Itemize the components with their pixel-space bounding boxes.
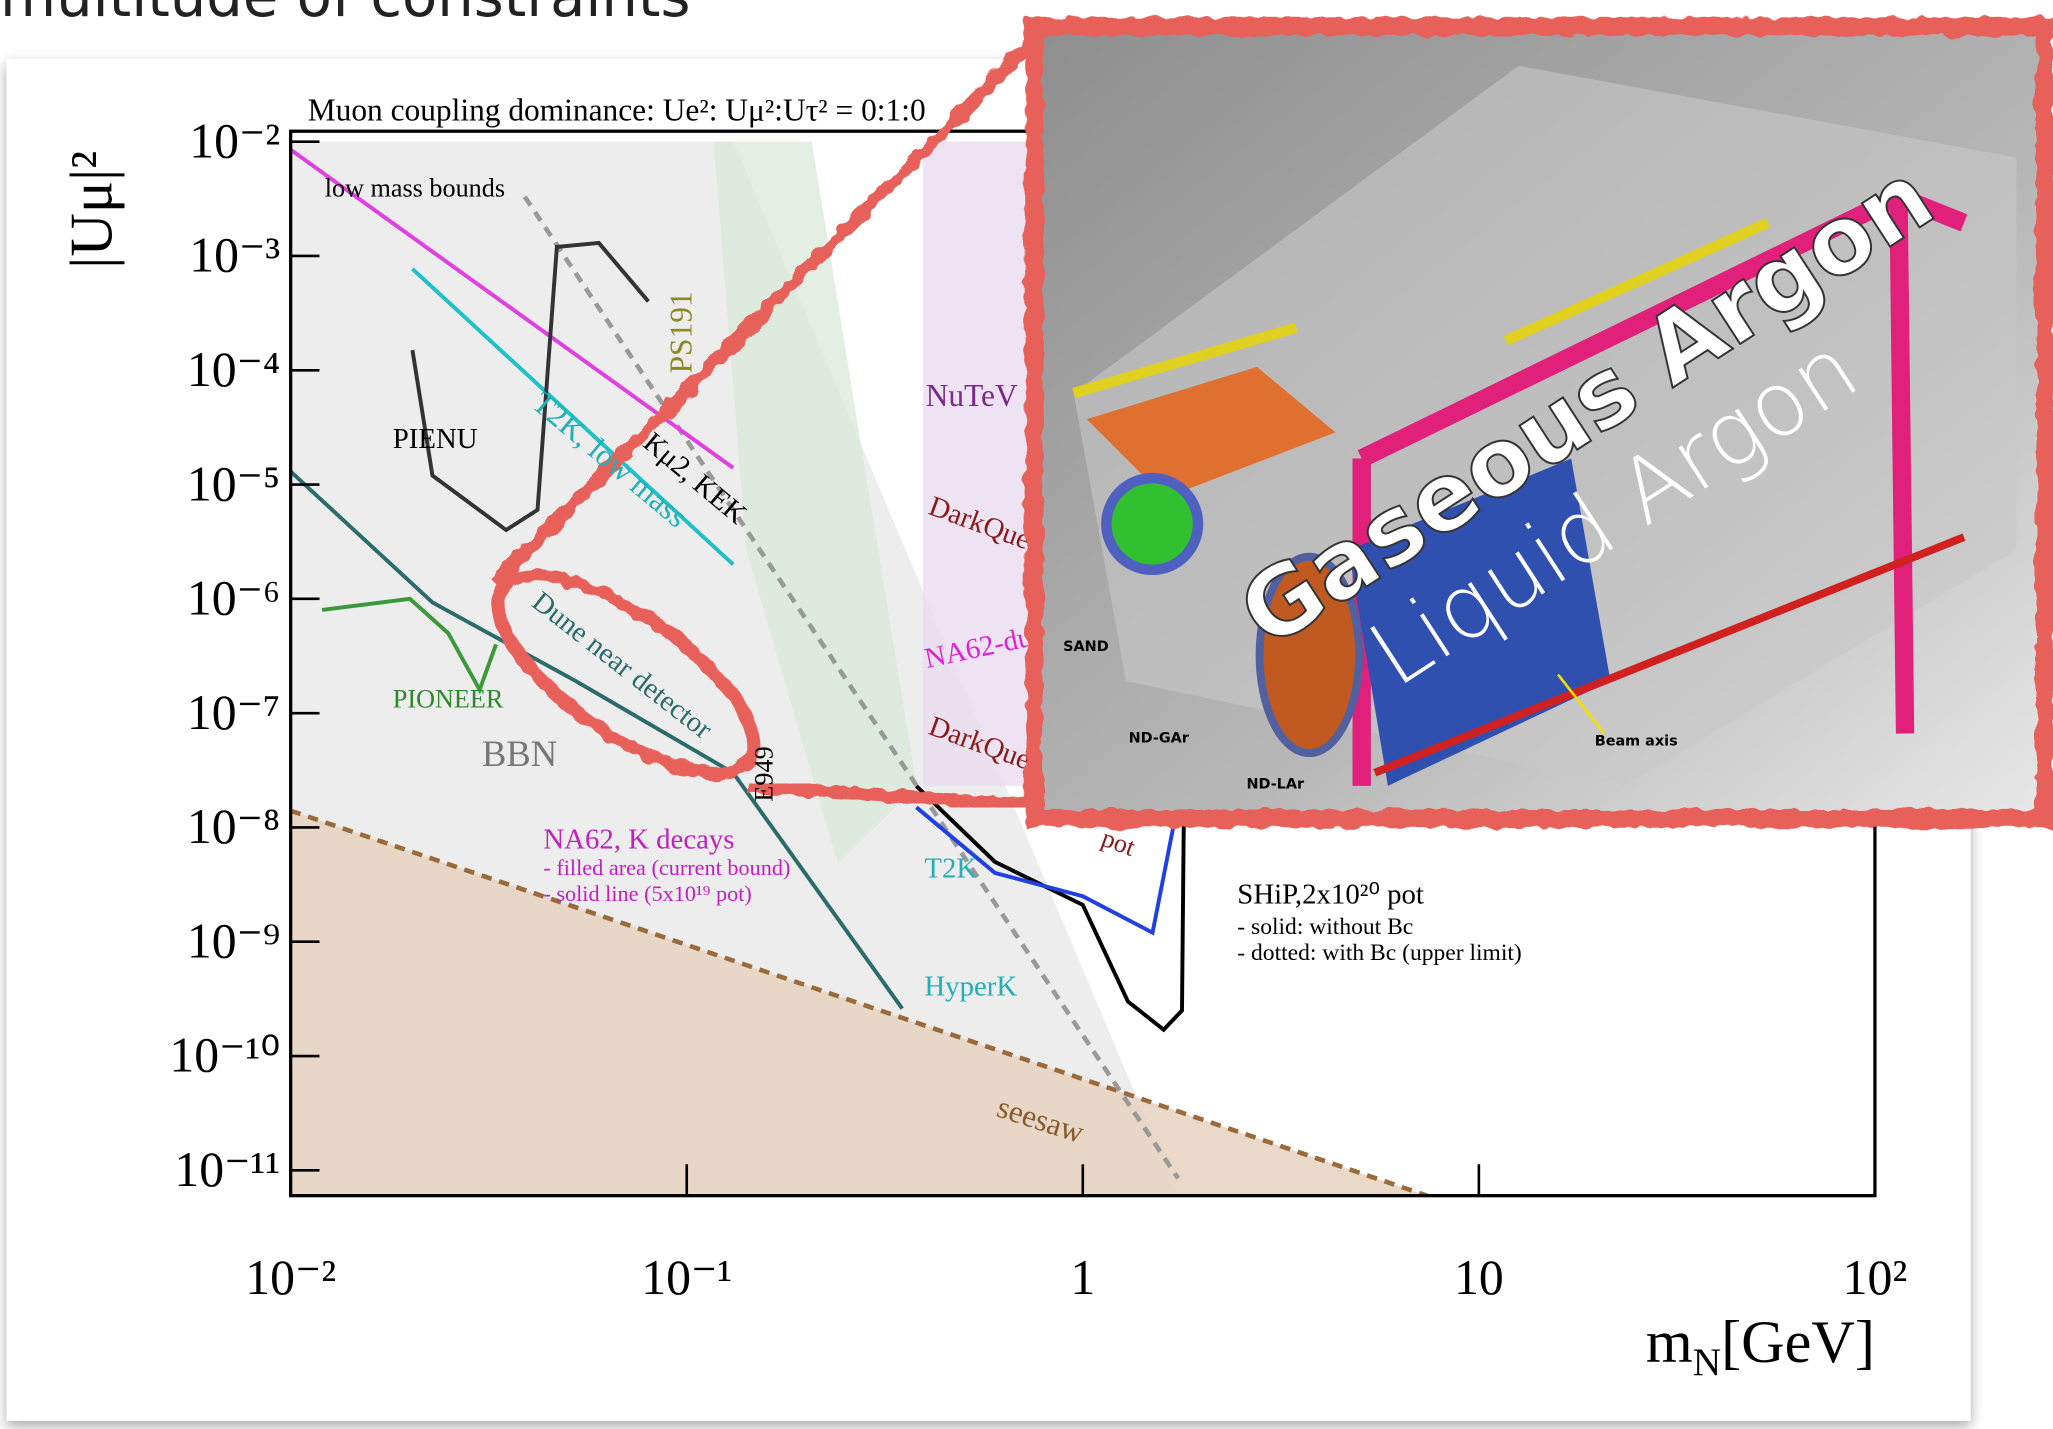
y-tick-label: 10⁻¹⁰	[169, 1028, 280, 1083]
annotation: PIENU	[393, 423, 478, 455]
inset: Gaseous Argon Liquid Argon SAND ND-GAr N…	[1034, 26, 2045, 818]
annotation: NuTeV	[926, 378, 1018, 413]
x-label-rest: [GeV]	[1721, 1309, 1875, 1376]
annotation: NA62, K decays	[543, 824, 734, 856]
excluded-region	[923, 142, 1028, 786]
annotation: - filled area (current bound)	[543, 855, 790, 880]
y-axis-label: |Uμ|²	[58, 151, 125, 269]
y-tick-label: 10⁻⁶	[187, 571, 280, 626]
x-axis-label: mN[GeV]	[1646, 1309, 1875, 1384]
annotation: PS191	[663, 291, 698, 373]
slide-title: multitude of constraints	[0, 0, 690, 30]
y-tick-label: 10⁻¹¹	[174, 1142, 280, 1197]
annotation: T2K	[924, 853, 977, 885]
sand	[1106, 478, 1198, 570]
inset-label: SAND	[1063, 639, 1109, 655]
annotation: E949	[749, 746, 778, 801]
x-tick-label: 10²	[1843, 1250, 1908, 1305]
annotation: - dotted: with Bc (upper limit)	[1237, 940, 1521, 966]
x-tick-label: 10	[1454, 1250, 1504, 1305]
inset-label: ND-GAr	[1129, 731, 1190, 747]
y-tick-label: 10⁻²	[189, 113, 280, 168]
y-tick-label: 10⁻⁷	[187, 685, 280, 740]
x-tick-label: 10⁻¹	[641, 1250, 732, 1305]
annotation: HyperK	[924, 970, 1017, 1002]
y-tick-label: 10⁻³	[189, 228, 280, 283]
annotation: BBN	[482, 733, 557, 774]
chart-title: Muon coupling dominance: Ue²: Uμ²:Uτ² = …	[308, 93, 926, 128]
inset-label: Beam axis	[1595, 733, 1678, 749]
annotation: - solid: without Bc	[1237, 914, 1413, 940]
inset-label: ND-LAr	[1246, 776, 1305, 792]
slide: multitude of constraints Muon coupling d…	[0, 0, 2053, 1429]
y-tick-label: 10⁻⁸	[187, 799, 280, 854]
annotation: low mass bounds	[325, 174, 505, 203]
x-tick-label: 10⁻²	[245, 1250, 336, 1305]
x-label-sub: N	[1693, 1341, 1721, 1384]
annotation: PIONEER	[393, 684, 504, 713]
y-tick-label: 10⁻⁵	[187, 456, 280, 511]
annotation: SHiP,2x10²⁰ pot	[1237, 879, 1424, 911]
x-label-main: m	[1646, 1309, 1693, 1376]
y-tick-label: 10⁻⁹	[187, 913, 280, 968]
annotation: - solid line (5x10¹⁹ pot)	[543, 881, 751, 906]
y-tick-label: 10⁻⁴	[187, 342, 280, 397]
x-tick-label: 1	[1070, 1250, 1095, 1305]
